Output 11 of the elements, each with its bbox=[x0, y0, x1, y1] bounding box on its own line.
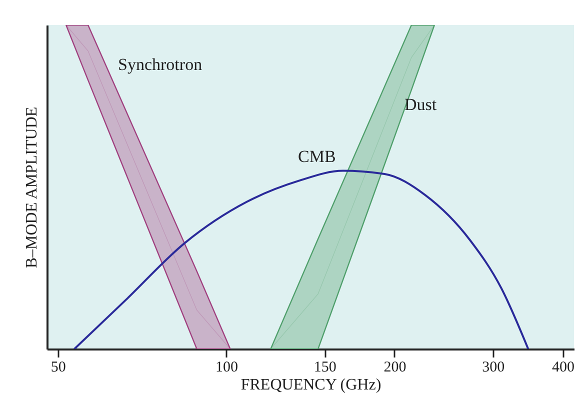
y-axis-title: B–MODE AMPLITUDE bbox=[24, 106, 40, 268]
x-tick-label: 300 bbox=[482, 360, 505, 376]
x-axis-title: FREQUENCY (GHz) bbox=[240, 376, 382, 394]
x-tick-label: 400 bbox=[552, 360, 574, 376]
x-tick-label: 200 bbox=[384, 360, 406, 376]
x-tick-label: 150 bbox=[314, 360, 336, 376]
series-label: Synchrotron bbox=[118, 55, 203, 74]
series-label: Dust bbox=[404, 95, 437, 114]
x-tick-label: 50 bbox=[50, 360, 66, 376]
x-tick-label: 100 bbox=[215, 360, 238, 376]
series-label: CMB bbox=[298, 146, 336, 166]
